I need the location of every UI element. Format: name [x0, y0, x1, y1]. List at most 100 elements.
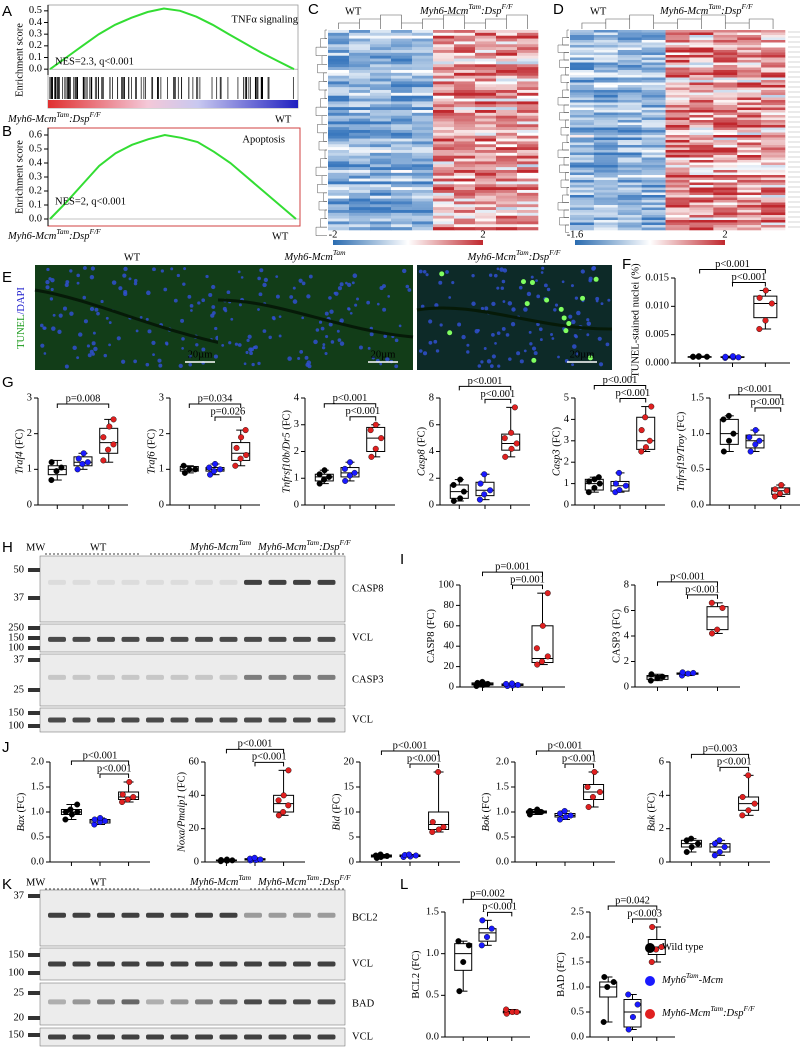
- heatmap-texture: [412, 215, 434, 219]
- y-tick-label: 1: [159, 464, 164, 475]
- data-point: [584, 784, 591, 791]
- text-part: Tam: [56, 110, 69, 119]
- heatmap-texture: [570, 220, 595, 223]
- heatmap-texture: [689, 175, 714, 178]
- heatmap-texture: [761, 37, 786, 41]
- p-value: p<0.001: [732, 272, 767, 283]
- heatmap-texture: [349, 190, 371, 194]
- tunel-positive: [439, 271, 445, 277]
- heatmap-texture: [641, 210, 666, 213]
- panel-letter: J: [2, 739, 10, 756]
- heatmap-texture: [454, 112, 476, 117]
- nucleus: [576, 310, 581, 316]
- nucleus: [91, 352, 95, 356]
- heatmap-texture: [370, 55, 392, 59]
- heatmap-texture: [433, 67, 455, 71]
- nucleus: [208, 292, 213, 298]
- nucleus: [315, 328, 320, 332]
- heatmap-texture: [391, 164, 413, 168]
- nucleus: [237, 343, 242, 347]
- data-point: [638, 448, 645, 455]
- heatmap-texture: [391, 67, 413, 71]
- ladder-band: [28, 991, 40, 995]
- data-point: [477, 480, 484, 487]
- chart-title: TNFα signaling: [232, 14, 299, 25]
- y-tick-label: 60: [444, 620, 455, 631]
- heatmap-texture: [737, 70, 762, 73]
- band: [195, 674, 213, 680]
- heatmap-texture: [370, 201, 392, 205]
- p-value: p=0.003: [703, 744, 738, 755]
- mw-marker: 150: [8, 632, 24, 643]
- heatmap-texture: [761, 190, 786, 193]
- nucleus: [181, 347, 184, 350]
- nucleus: [574, 352, 579, 356]
- heatmap-texture: [641, 135, 666, 138]
- data-point: [746, 434, 753, 441]
- heatmap-texture: [412, 201, 434, 205]
- heatmap-texture: [570, 157, 595, 161]
- data-point: [97, 815, 104, 822]
- heatmap-texture: [593, 200, 619, 203]
- heatmap-texture: [617, 117, 642, 121]
- heatmap-texture: [689, 197, 714, 201]
- nucleus: [188, 362, 192, 367]
- heatmap-texture: [593, 152, 619, 156]
- heatmap-texture: [475, 184, 497, 188]
- heatmap-texture: [349, 35, 371, 39]
- p-value: p<0.001: [468, 376, 503, 387]
- data-point: [429, 829, 436, 836]
- heatmap-texture: [433, 35, 455, 39]
- heatmap-texture: [391, 155, 413, 159]
- text-part: Myh6-Mcm: [661, 1008, 711, 1019]
- data-point: [725, 412, 732, 419]
- text-part: :Dsp: [721, 6, 741, 17]
- heatmap-texture: [496, 141, 518, 145]
- heatmap-texture: [370, 112, 392, 117]
- heatmap-texture: [475, 38, 497, 42]
- heatmap-texture: [454, 50, 476, 54]
- heatmap-texture: [517, 161, 539, 165]
- box: [47, 465, 67, 476]
- mw-marker: 100: [8, 642, 24, 653]
- heatmap-texture: [328, 161, 350, 165]
- heatmap-texture: [570, 147, 595, 151]
- heatmap-texture: [454, 84, 476, 88]
- significance-bracket: [754, 407, 782, 412]
- heatmap-texture: [737, 32, 762, 36]
- p-value: p<0.003: [627, 908, 662, 919]
- nucleus: [165, 342, 169, 346]
- heatmap-texture: [617, 105, 642, 108]
- data-point: [100, 434, 107, 441]
- ladder-band: [28, 596, 40, 600]
- nucleus: [234, 342, 239, 346]
- heatmap-texture: [496, 147, 518, 151]
- data-point: [601, 974, 608, 981]
- data-point: [708, 599, 715, 606]
- heatmap-texture: [412, 52, 434, 57]
- nucleus: [382, 307, 387, 312]
- band: [293, 717, 311, 723]
- y-tick-label: 5: [564, 392, 569, 403]
- nucleus: [152, 353, 155, 357]
- heatmap-texture: [496, 221, 518, 225]
- heatmap-texture: [689, 57, 714, 61]
- legend-marker: [645, 976, 655, 986]
- heatmap-texture: [370, 181, 392, 185]
- data-point: [232, 462, 239, 469]
- heatmap-texture: [761, 162, 786, 166]
- heatmap-texture: [665, 127, 690, 131]
- nucleus: [190, 309, 193, 312]
- y-tick-label: 0.0: [31, 856, 44, 867]
- heatmap-texture: [713, 82, 738, 86]
- nucleus: [325, 334, 329, 339]
- data-point: [479, 917, 486, 924]
- heatmap-texture: [617, 57, 642, 61]
- heatmap-texture: [737, 160, 762, 163]
- band: [244, 1034, 262, 1040]
- nucleus: [43, 326, 47, 330]
- heatmap-texture: [433, 152, 455, 157]
- heatmap-texture: [570, 155, 595, 158]
- heatmap-texture: [328, 30, 350, 34]
- panel-letter: L: [400, 876, 408, 893]
